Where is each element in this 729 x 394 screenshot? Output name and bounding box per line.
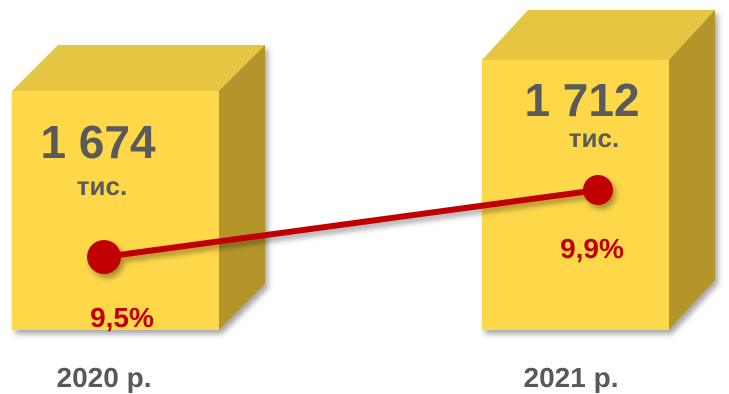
line-series xyxy=(87,175,613,274)
x-tick-label-2020: 2020 р. xyxy=(57,362,152,393)
bar-2020 xyxy=(12,45,265,330)
line-point-2021 xyxy=(583,175,613,205)
line-label-2021: 9,9% xyxy=(560,233,624,264)
line-point-2020 xyxy=(87,240,121,274)
bar-2021-side xyxy=(669,10,715,330)
series-line xyxy=(101,187,601,260)
x-tick-label-2021: 2021 р. xyxy=(524,362,619,393)
bar-2021 xyxy=(482,10,715,330)
bar-2020-front xyxy=(12,91,219,330)
bar-unit-label-2021: тис. xyxy=(569,123,619,153)
bar-value-label-2021: 1 712 xyxy=(524,74,639,126)
bar-unit-label-2020: тис. xyxy=(77,171,127,201)
bar-2021-top xyxy=(482,10,715,60)
bar-value-label-2020: 1 674 xyxy=(40,116,156,168)
bar-2020-side xyxy=(219,45,265,330)
bar-2020-top xyxy=(12,45,265,91)
line-label-2020: 9,5% xyxy=(90,302,154,333)
